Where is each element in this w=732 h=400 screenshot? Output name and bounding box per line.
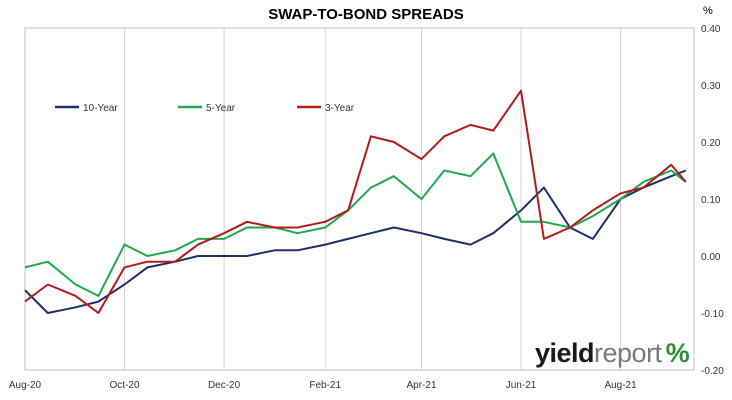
series-line-10-year (24, 169, 687, 314)
y-tick-label: 0.20 (701, 138, 721, 149)
x-tick-label: Oct-20 (110, 380, 140, 391)
y-tick-label: 0.10 (701, 195, 721, 206)
x-tick-label: Aug-21 (604, 380, 637, 391)
series-line-3-year (24, 89, 687, 314)
x-tick-label: Dec-20 (208, 380, 241, 391)
plot-frame (24, 27, 695, 371)
unit-label: % (703, 5, 713, 17)
y-tick-label: 0.30 (701, 81, 721, 92)
x-tick-label: Apr-21 (406, 380, 436, 391)
x-tick-label: Feb-21 (309, 380, 341, 391)
chart-title: SWAP-TO-BOND SPREADS (268, 6, 464, 23)
legend-label: 5-Year (206, 103, 236, 114)
y-tick-label: 0.00 (701, 252, 721, 263)
legend-label: 10-Year (83, 103, 118, 114)
x-tick-label: Jun-21 (506, 380, 537, 391)
series-line-5-year (24, 152, 687, 297)
x-tick-label: Aug-20 (9, 380, 42, 391)
y-tick-label: -0.10 (701, 309, 724, 320)
y-tick-label: -0.20 (701, 366, 724, 377)
legend-label: 3-Year (325, 103, 355, 114)
brand-logo: yieldreport% (535, 338, 690, 368)
y-tick-label: 0.40 (701, 24, 721, 35)
